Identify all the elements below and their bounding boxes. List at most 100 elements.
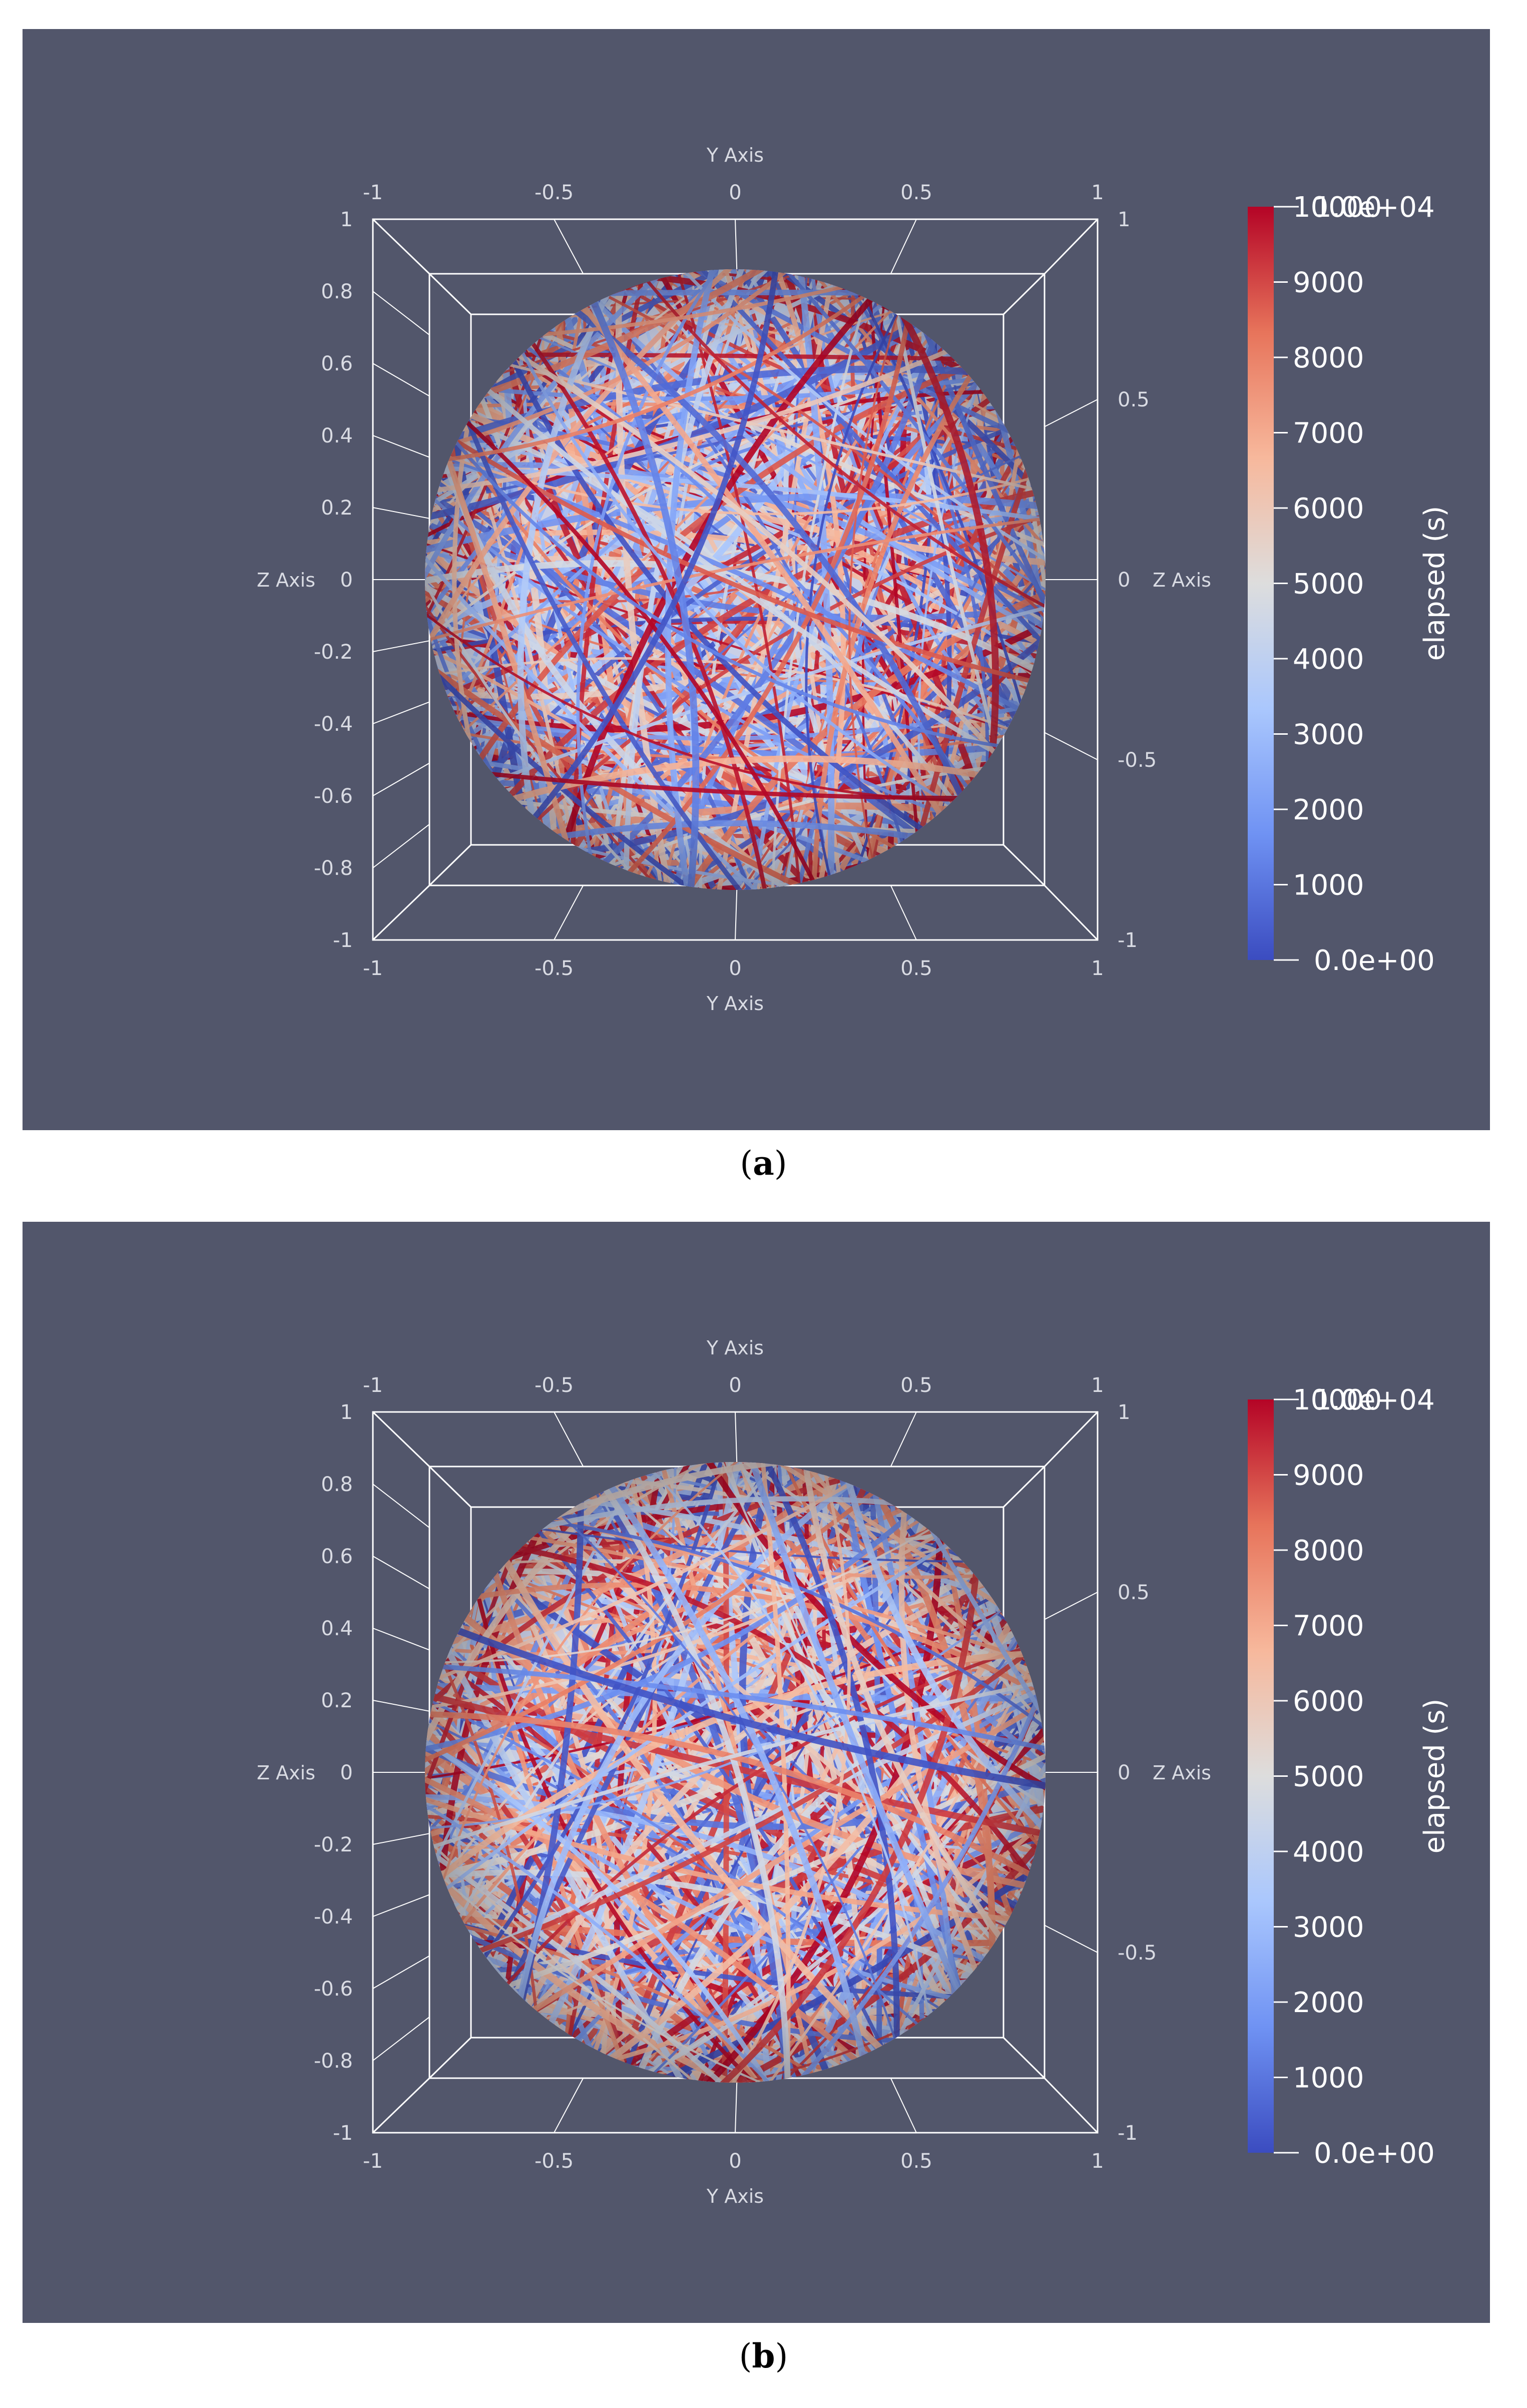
z-tick-label-left: 1	[340, 208, 353, 231]
box-edge-line	[1002, 844, 1046, 886]
caption-a: (a)	[0, 1144, 1527, 1183]
z-tick-connector-right	[1044, 885, 1098, 940]
colorbar-tick-label: 3000	[1293, 1911, 1364, 1944]
x-axis-title-bottom: Y Axis	[706, 993, 764, 1015]
box-edge-line	[1002, 1466, 1046, 1508]
x-tick-connector	[735, 2078, 738, 2133]
box-edge-line	[428, 2037, 472, 2079]
trajectory-line	[425, 269, 438, 890]
colorbar-tick-label: 5000	[1293, 568, 1364, 601]
box-edge-line	[1002, 2037, 1046, 2079]
colorbar-min-label: 0.0e+00	[1314, 2137, 1435, 2170]
z-tick-label-left: 0.6	[321, 352, 353, 375]
colorbar-title: elapsed (s)	[1418, 1699, 1451, 1854]
colorbar-max-label: 1.0e+04	[1314, 1384, 1435, 1416]
z-tick-connector	[372, 1411, 430, 1467]
z-tick-label-left: 0	[340, 1761, 353, 1784]
box-edge-line	[428, 1466, 472, 1508]
z-tick-connector	[372, 1556, 430, 1590]
z-tick-connector	[372, 1833, 430, 1845]
z-tick-connector	[372, 762, 430, 796]
sphere-shading	[425, 269, 1046, 890]
z-tick-connector	[372, 1484, 430, 1528]
z-axis-title-right: Z Axis	[1153, 1762, 1211, 1784]
z-tick-label-left: 0	[340, 569, 353, 592]
z-axis-title-left: Z Axis	[257, 1762, 315, 1784]
z-tick-connector	[372, 291, 430, 335]
box-edge-line	[428, 844, 472, 886]
x-tick-label-top: 1	[1091, 1374, 1104, 1397]
z-tick-label-left: 0.4	[321, 1617, 353, 1640]
z-tick-connector	[372, 1894, 430, 1917]
z-tick-connector-right	[1044, 399, 1098, 427]
z-tick-label-right: -0.5	[1118, 749, 1157, 772]
colorbar-tick-label: 4000	[1293, 643, 1364, 676]
caption-b-letter: b	[752, 2336, 775, 2375]
x-tick-connector	[735, 219, 738, 274]
x-tick-connector	[735, 885, 738, 940]
z-tick-label-right: 1	[1118, 208, 1130, 231]
x-axis-title-bottom: Y Axis	[706, 2185, 764, 2207]
z-tick-label-left: 0.4	[321, 424, 353, 447]
x-tick-connector	[554, 1411, 584, 1467]
z-tick-label-left: -0.2	[314, 641, 353, 664]
figure-panel-a: -1 -1 -0.5 -0.5 0 0 0.5 0.5 1 1 Y Axis Y Axis 1 0.8 0.…	[23, 29, 1490, 1130]
x-tick-label-bottom: -1	[363, 2150, 383, 2173]
sphere-shading	[425, 1462, 1046, 2083]
colorbar-tick-label: 2000	[1293, 1987, 1364, 2019]
box-edge-line	[428, 273, 472, 315]
colorbar-tick-label: 7000	[1293, 417, 1364, 450]
colorbar-min-label: 0.0e+00	[1314, 944, 1435, 977]
caption-a-letter: a	[753, 1144, 774, 1183]
x-tick-connector	[554, 885, 584, 940]
z-tick-label-left: 0.2	[321, 497, 353, 520]
colorbar-tick-label: 4000	[1293, 1836, 1364, 1868]
z-tick-label-left: -0.2	[314, 1833, 353, 1856]
x-tick-connector	[735, 1411, 738, 1467]
colorbar-tick-label: 1000	[1293, 869, 1364, 902]
colorbar	[1248, 1399, 1274, 2153]
colorbar-tick-label: 9000	[1293, 267, 1364, 299]
colorbar-tick-label: 8000	[1293, 1535, 1364, 1567]
x-tick-label-top: -1	[363, 1374, 383, 1397]
x-tick-label-bottom: 0	[729, 2150, 741, 2173]
caption-b-close: )	[775, 2337, 788, 2375]
colorbar-tick-label: 3000	[1293, 719, 1364, 751]
z-tick-connector	[372, 363, 430, 397]
z-tick-connector	[372, 885, 430, 940]
colorbar-title: elapsed (s)	[1418, 506, 1451, 661]
z-tick-label-left: 0.8	[321, 1473, 353, 1496]
colorbar-tick-label: 1000	[1293, 2062, 1364, 2095]
z-axis-title-right: Z Axis	[1153, 569, 1211, 591]
z-tick-connector	[372, 1700, 430, 1712]
z-tick-label-right: 0.5	[1118, 1581, 1150, 1604]
z-tick-connector-right	[1044, 1924, 1098, 1953]
caption-b-open: (	[739, 2337, 752, 2375]
x-tick-label-top: -1	[363, 181, 383, 204]
z-tick-label-left: -0.4	[314, 713, 353, 736]
z-tick-connector-right	[1044, 219, 1098, 274]
colorbar-tick-label: 7000	[1293, 1610, 1364, 1643]
z-tick-connector	[372, 1628, 430, 1651]
z-tick-connector-right	[1044, 2078, 1098, 2133]
colorbar	[1248, 207, 1274, 960]
x-tick-connector	[890, 2078, 917, 2133]
colorbar-max-label: 1.0e+04	[1314, 191, 1435, 224]
caption-a-open: (	[740, 1144, 753, 1183]
colorbar-tick-label: 9000	[1293, 1460, 1364, 1492]
x-tick-label-bottom: -0.5	[535, 2150, 574, 2173]
z-tick-label-left: -1	[333, 2122, 353, 2145]
colorbar-tick-label: 2000	[1293, 794, 1364, 826]
z-tick-connector	[372, 2078, 430, 2133]
z-tick-connector-right	[1044, 1592, 1098, 1620]
colorbar-tick-label: 8000	[1293, 342, 1364, 374]
z-tick-connector	[372, 219, 430, 274]
colorbar-tick-label: 6000	[1293, 493, 1364, 525]
z-tick-connector-right	[1044, 1411, 1098, 1467]
z-tick-label-left: 0.2	[321, 1689, 353, 1712]
x-tick-label-bottom: -0.5	[535, 957, 574, 980]
x-tick-label-top: 0.5	[900, 181, 932, 204]
x-tick-connector	[554, 2078, 584, 2133]
